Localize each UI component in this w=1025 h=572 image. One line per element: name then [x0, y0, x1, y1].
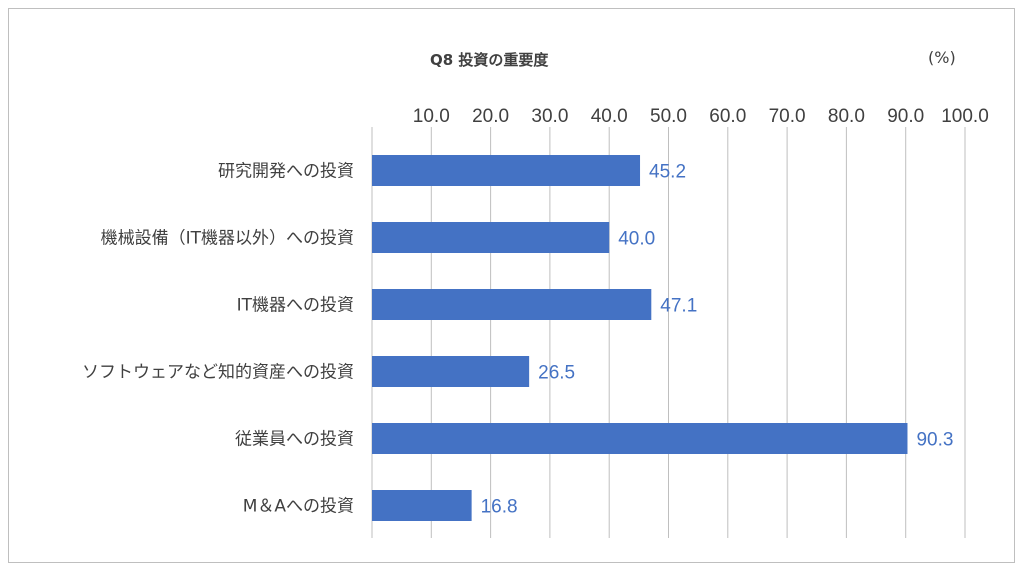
- data-label: 16.8: [481, 497, 518, 518]
- category-label: 従業員への投資: [235, 430, 354, 450]
- x-tick-label: 60.0: [709, 106, 746, 127]
- category-label: IT機器への投資: [237, 296, 354, 316]
- category-label: M＆Aへの投資: [243, 497, 354, 517]
- gridlines: [371, 127, 966, 538]
- bar: [372, 155, 641, 186]
- x-tick-label: 40.0: [591, 106, 628, 127]
- data-label: 26.5: [538, 363, 575, 384]
- x-tick-labels: 10.0 20.0 30.0 40.0 50.0 60.0 70.0 80.0 90.0 100.…: [413, 106, 989, 127]
- x-tick-label: 100.0: [941, 106, 989, 127]
- x-tick-label: 30.0: [531, 106, 568, 127]
- data-label: 47.1: [660, 296, 697, 317]
- chart-title: Q8 投資の重要度: [430, 51, 549, 69]
- unit-label: (%): [928, 48, 956, 67]
- category-label: ソフトウェアなど知的資産への投資: [82, 363, 354, 383]
- bar: [372, 222, 610, 253]
- x-tick-label: 70.0: [769, 106, 806, 127]
- chart-frame: [8, 8, 1015, 563]
- bar: [372, 356, 530, 387]
- bar: [372, 289, 652, 320]
- data-label: 40.0: [618, 229, 655, 250]
- data-label: 90.3: [916, 430, 953, 451]
- x-tick-label: 80.0: [828, 106, 865, 127]
- bar: [372, 423, 908, 454]
- bars: [372, 155, 908, 521]
- category-label: 研究開発への投資: [218, 162, 354, 182]
- data-labels: 45.2 40.0 47.1 26.5 90.3 16.8: [481, 162, 954, 518]
- x-tick-label: 90.0: [887, 106, 924, 127]
- x-tick-label: 50.0: [650, 106, 687, 127]
- bar: [372, 490, 472, 521]
- category-label: 機械設備（IT機器以外）への投資: [101, 229, 354, 249]
- data-label: 45.2: [649, 162, 686, 183]
- x-tick-label: 10.0: [413, 106, 450, 127]
- x-tick-label: 20.0: [472, 106, 509, 127]
